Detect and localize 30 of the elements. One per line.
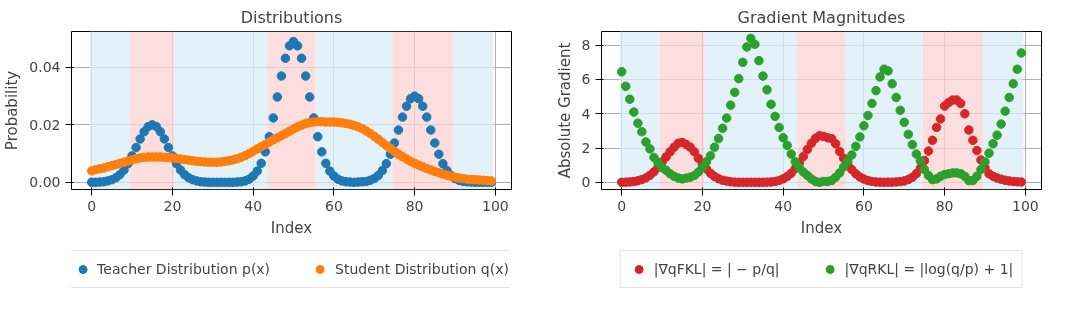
x-tick-label: 80: [935, 197, 954, 214]
chart-title: Gradient Magnitudes: [737, 7, 906, 27]
legend-label: |∇qRKL| = |log(q/p) + 1|: [844, 261, 1014, 277]
y-tick-label: 0.04: [29, 59, 61, 76]
y-tick-label: 4: [581, 105, 591, 122]
legend-label: |∇qFKL| = | − p/q|: [653, 261, 780, 277]
x-tick-label: 40: [244, 197, 263, 214]
x-axis-title: Index: [800, 218, 843, 237]
x-tick-label: 60: [324, 197, 343, 214]
x-tick-label: 80: [405, 197, 424, 214]
y-tick-label: 0.02: [29, 116, 61, 133]
x-tick-label: 0: [87, 197, 97, 214]
y-tick-label: 2: [581, 140, 591, 157]
chart-title: Distributions: [240, 7, 343, 27]
x-tick-label: 100: [481, 197, 509, 214]
y-tick-label: 0: [581, 174, 591, 191]
y-axis-title: Absolute Gradient: [555, 42, 574, 179]
legend-label: Teacher Distribution p(x): [97, 261, 271, 277]
y-tick-label: 6: [581, 71, 591, 88]
y-axis-title: Probability: [3, 70, 22, 151]
y-tick-label: 0.00: [29, 174, 61, 191]
x-tick-label: 60: [854, 197, 873, 214]
x-axis-title: Index: [270, 218, 313, 237]
x-tick-label: 20: [693, 197, 712, 214]
legend-label: Student Distribution q(x): [335, 261, 509, 277]
x-tick-label: 20: [163, 197, 182, 214]
x-tick-label: 0: [617, 197, 627, 214]
x-tick-label: 40: [774, 197, 793, 214]
x-tick-label: 100: [1011, 197, 1039, 214]
y-tick-label: 8: [581, 37, 591, 54]
